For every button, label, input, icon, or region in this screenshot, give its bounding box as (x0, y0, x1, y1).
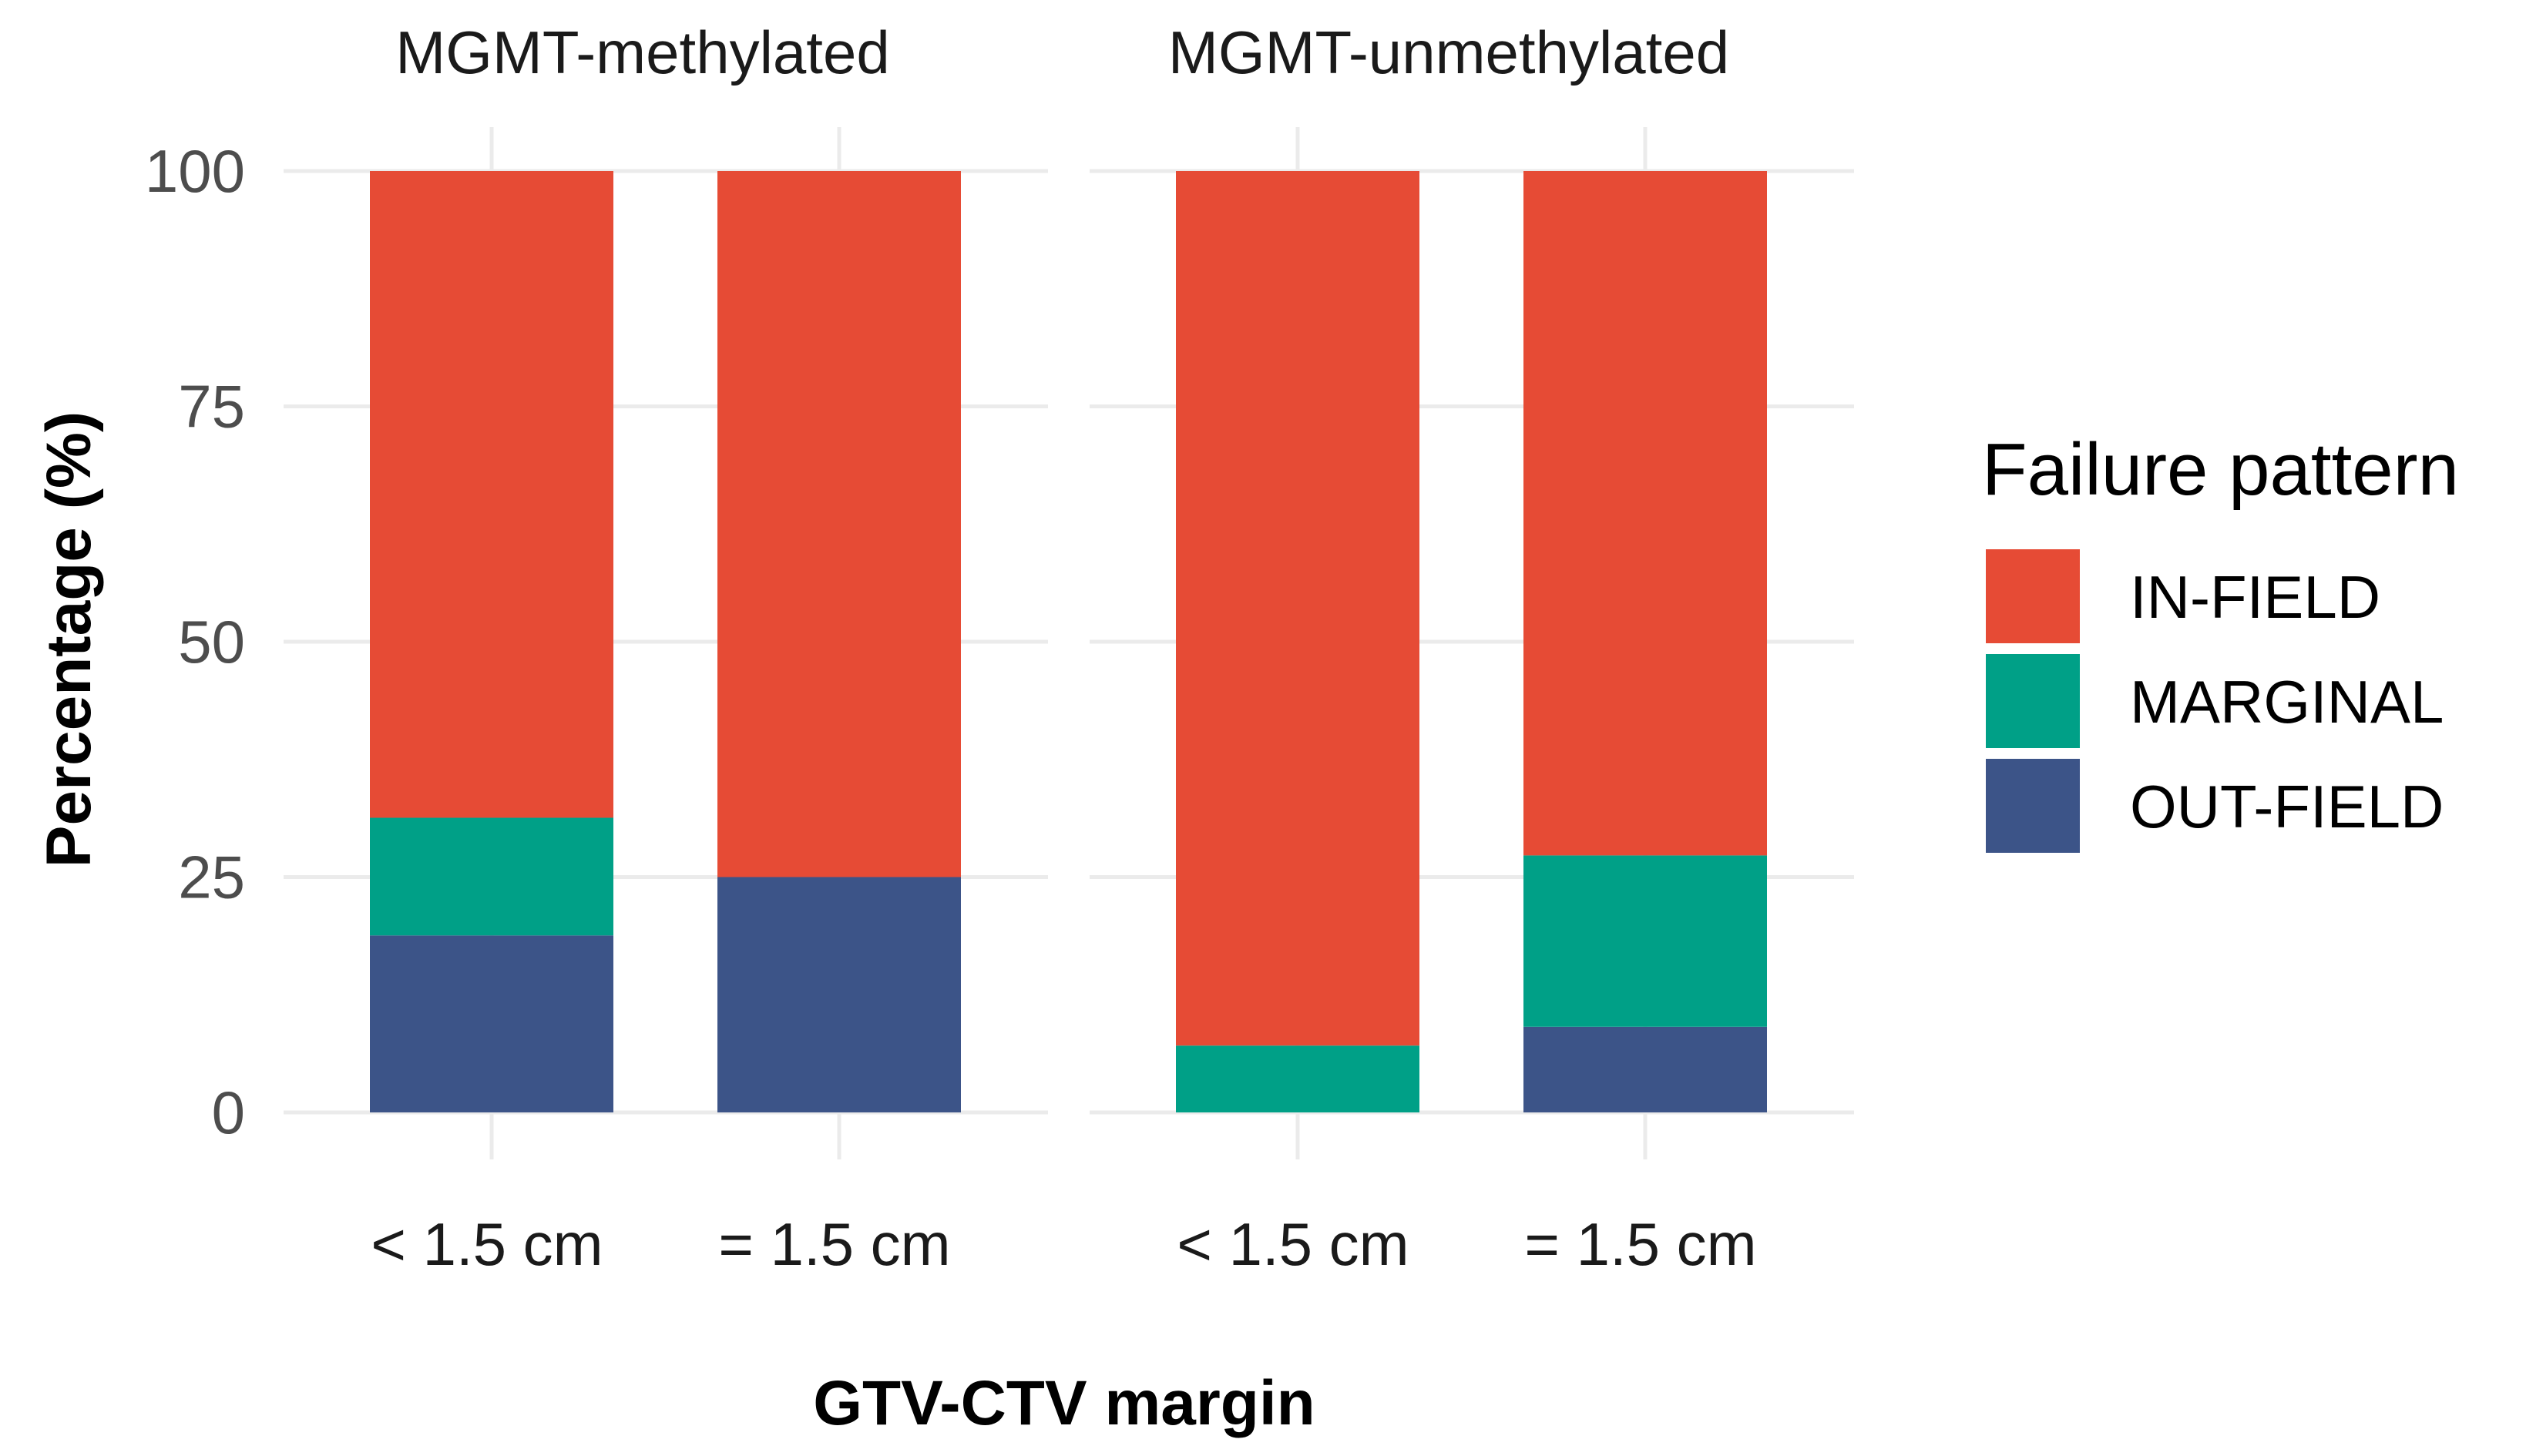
y-tick-label: 50 (178, 608, 245, 676)
y-tick-label: 0 (212, 1079, 245, 1146)
legend: Failure pattern IN-FIELD MARGINAL OUT-FIEL… (1982, 428, 2459, 853)
y-axis-ticks: 0 25 50 75 100 (145, 137, 245, 1146)
legend-label: MARGINAL (2130, 668, 2444, 736)
bar-segment-marginal (1523, 855, 1767, 1027)
bar-segment-out-field (717, 877, 961, 1112)
bar-segment-in-field (717, 171, 961, 877)
legend-key-marginal (1986, 654, 2080, 748)
y-tick-label: 75 (178, 373, 245, 441)
facet-titles: MGMT-methylated MGMT-unmethylated (395, 18, 1729, 86)
legend-label: OUT-FIELD (2130, 773, 2444, 840)
y-tick-label: 25 (178, 844, 245, 911)
x-tick-label: < 1.5 cm (371, 1210, 603, 1278)
bar-segment-in-field (370, 171, 613, 818)
legend-key-in-field (1986, 549, 2080, 643)
bars (370, 171, 1767, 1112)
legend-label: IN-FIELD (2130, 563, 2380, 631)
y-axis-title: Percentage (%) (34, 411, 104, 867)
x-tick-label: = 1.5 cm (718, 1210, 950, 1278)
legend-title: Failure pattern (1982, 428, 2459, 511)
bar-segment-out-field (370, 935, 613, 1112)
y-tick-label: 100 (145, 137, 245, 205)
bar-segment-in-field (1523, 171, 1767, 856)
bar-segment-marginal (1176, 1045, 1419, 1112)
bar-segment-out-field (1523, 1026, 1767, 1112)
legend-key-out-field (1986, 759, 2080, 853)
x-axis-ticks: < 1.5 cm = 1.5 cm < 1.5 cm = 1.5 cm (371, 1210, 1756, 1278)
bar-segment-marginal (370, 817, 613, 936)
x-tick-label: < 1.5 cm (1177, 1210, 1409, 1278)
x-tick-label: = 1.5 cm (1524, 1210, 1756, 1278)
x-axis-title: GTV-CTV margin (813, 1368, 1315, 1438)
bar-segment-in-field (1176, 171, 1419, 1046)
facet-title: MGMT-unmethylated (1168, 18, 1729, 86)
facet-title: MGMT-methylated (395, 18, 889, 86)
